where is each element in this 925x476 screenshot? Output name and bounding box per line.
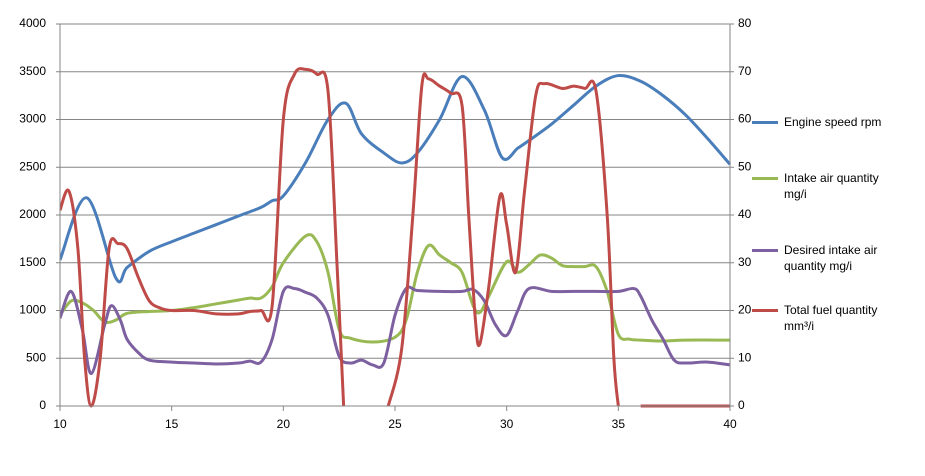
y2-tick-label: 20 [738, 303, 752, 317]
y-tick-label: 1500 [19, 255, 46, 269]
legend-item: Total fuel quantity mm³/i [752, 302, 902, 334]
legend-label: Intake air quantity mg/i [784, 171, 879, 201]
series-line [60, 73, 731, 284]
y2-tick-label: 70 [738, 64, 752, 78]
legend-item: Intake air quantity mg/i [752, 170, 902, 202]
y-tick-label: 4000 [19, 16, 46, 30]
legend-label: Desired intake air quantity mg/i [784, 243, 878, 273]
legend-item: Engine speed rpm [752, 114, 902, 130]
legend-swatch [752, 309, 778, 312]
x-tick-label: 30 [500, 417, 514, 431]
x-tick-label: 40 [723, 417, 737, 431]
legend: Engine speed rpm Intake air quantity mg/i… [752, 84, 902, 334]
y2-tick-label: 10 [738, 350, 752, 364]
y-tick-label: 3500 [19, 64, 46, 78]
y2-tick-label: 40 [738, 207, 752, 221]
y2-tick-label: 60 [738, 112, 752, 126]
x-tick-label: 25 [388, 417, 402, 431]
y2-tick-label: 50 [738, 159, 752, 173]
y-tick-label: 1000 [19, 303, 46, 317]
legend-swatch [752, 249, 778, 252]
x-tick-label: 20 [277, 417, 291, 431]
x-tick-label: 10 [53, 417, 67, 431]
legend-swatch [752, 121, 778, 124]
y-tick-label: 2000 [19, 207, 46, 221]
x-tick-label: 15 [165, 417, 179, 431]
series-line [60, 285, 731, 376]
x-tick-label: 35 [612, 417, 626, 431]
y-tick-label: 500 [26, 350, 46, 364]
y-tick-label: 0 [39, 398, 46, 412]
legend-swatch [752, 177, 778, 180]
legend-label: Engine speed rpm [784, 115, 882, 129]
y-tick-label: 2500 [19, 159, 46, 173]
y2-tick-label: 80 [738, 16, 752, 30]
legend-label: Total fuel quantity mm³/i [784, 303, 878, 333]
legend-item: Desired intake air quantity mg/i [752, 242, 902, 274]
y2-tick-label: 30 [738, 255, 752, 269]
y-tick-label: 3000 [19, 112, 46, 126]
y2-tick-label: 0 [738, 398, 745, 412]
